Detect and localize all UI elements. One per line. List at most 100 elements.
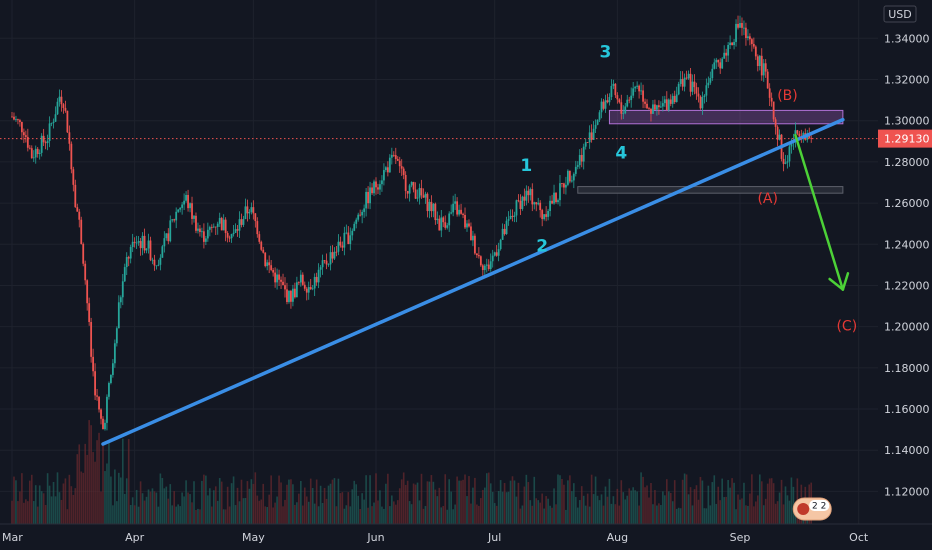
candle-body xyxy=(640,90,642,92)
volume-bar xyxy=(747,505,749,524)
candle-body xyxy=(796,130,799,134)
candle-body xyxy=(278,274,280,280)
volume-bar xyxy=(788,500,791,524)
volume-bar xyxy=(315,479,318,524)
volume-bar xyxy=(551,507,553,524)
candle-body xyxy=(485,264,488,266)
volume-bar xyxy=(70,486,73,524)
volume-bar xyxy=(181,492,183,524)
candle-body xyxy=(616,95,619,100)
support-zone[interactable] xyxy=(577,186,844,194)
volume-bar xyxy=(416,482,419,524)
volume-bar xyxy=(782,504,785,524)
candle-body xyxy=(230,234,233,239)
volume-bar xyxy=(646,485,648,524)
volume-bar xyxy=(758,474,761,524)
volume-bar xyxy=(100,491,102,524)
volume-bar xyxy=(721,478,723,524)
candle-body xyxy=(274,272,277,283)
candle-body xyxy=(113,343,116,364)
volume-bar xyxy=(537,500,540,524)
volume-bar xyxy=(656,505,658,524)
price-tick-label: 1.18000 xyxy=(884,362,930,375)
volume-bar xyxy=(96,440,98,524)
projection-arrow-shaft[interactable] xyxy=(794,133,845,291)
candle-body xyxy=(149,240,152,260)
resistance-zone[interactable] xyxy=(608,109,844,125)
drawing-layer[interactable] xyxy=(0,117,878,446)
candle-body xyxy=(311,288,314,290)
candle-body xyxy=(355,219,358,224)
volume-bar xyxy=(345,505,348,524)
volume-bar xyxy=(40,491,43,524)
candle-body xyxy=(717,59,720,63)
candle-body xyxy=(450,212,453,214)
volume-bar xyxy=(497,491,500,524)
candle-body xyxy=(151,259,154,261)
candle-body xyxy=(774,119,777,127)
price-axis[interactable]: 1.12000 1.14000 1.16000 1.18000 1.20000 1.220… xyxy=(878,0,932,550)
volume-bar xyxy=(681,479,684,524)
candle-body xyxy=(614,83,617,96)
candle-body xyxy=(143,235,146,251)
time-tick-apr: Apr xyxy=(125,531,145,544)
volume-bar xyxy=(296,502,298,524)
candle-body xyxy=(62,104,65,108)
candle-body xyxy=(202,231,205,242)
candle-body xyxy=(689,73,692,92)
volume-bar xyxy=(561,478,563,524)
candle-body xyxy=(472,235,474,241)
candle-body xyxy=(236,229,239,231)
candle-body xyxy=(675,94,678,103)
candle-body xyxy=(270,265,273,270)
candle-body xyxy=(665,99,668,111)
volume-bar xyxy=(476,504,478,524)
candle-body xyxy=(46,140,49,144)
candle-body xyxy=(772,101,775,120)
volume-bar xyxy=(17,501,19,524)
candle-body xyxy=(438,218,441,231)
volume-bar xyxy=(743,482,745,524)
volume-bar xyxy=(300,480,302,524)
volume-bar xyxy=(511,476,514,524)
candle-body xyxy=(594,124,597,129)
volume-bar xyxy=(493,503,496,524)
volume-bar xyxy=(410,504,413,524)
volume-bar xyxy=(507,491,510,524)
volume-bar xyxy=(620,480,623,524)
candle-body xyxy=(388,157,391,173)
volume-bar xyxy=(689,487,692,524)
volume-bar xyxy=(292,484,294,524)
candle-body xyxy=(610,85,613,97)
candle-body xyxy=(321,260,324,268)
candle-body xyxy=(721,58,724,69)
time-tick-mar: Mar xyxy=(2,531,23,544)
volume-bar xyxy=(177,504,179,524)
candle-body xyxy=(293,288,296,298)
current-price-tag[interactable] xyxy=(878,129,932,148)
candle-body xyxy=(272,269,275,273)
candle-body xyxy=(444,222,447,228)
volume-bar xyxy=(622,492,625,524)
volume-bar xyxy=(19,491,21,524)
candle-body xyxy=(240,219,243,225)
candle-body xyxy=(541,210,544,220)
candle-body xyxy=(483,265,486,271)
volume-bar xyxy=(575,496,577,524)
volume-bar xyxy=(381,506,383,524)
volume-bar xyxy=(618,505,621,524)
candle-body xyxy=(286,289,288,303)
candle-body xyxy=(42,135,45,143)
currency-badge[interactable] xyxy=(883,5,917,23)
volume-bar xyxy=(298,493,300,524)
volume-bar xyxy=(389,506,391,524)
volume-bar xyxy=(723,497,725,524)
volume-bar xyxy=(78,444,81,524)
candle-body xyxy=(750,39,753,44)
trendline[interactable] xyxy=(101,117,845,446)
volume-bar xyxy=(731,478,733,524)
candle-body xyxy=(509,215,512,220)
time-axis[interactable]: Mar Apr May Jun Jul Aug Sep Oct xyxy=(0,523,932,550)
